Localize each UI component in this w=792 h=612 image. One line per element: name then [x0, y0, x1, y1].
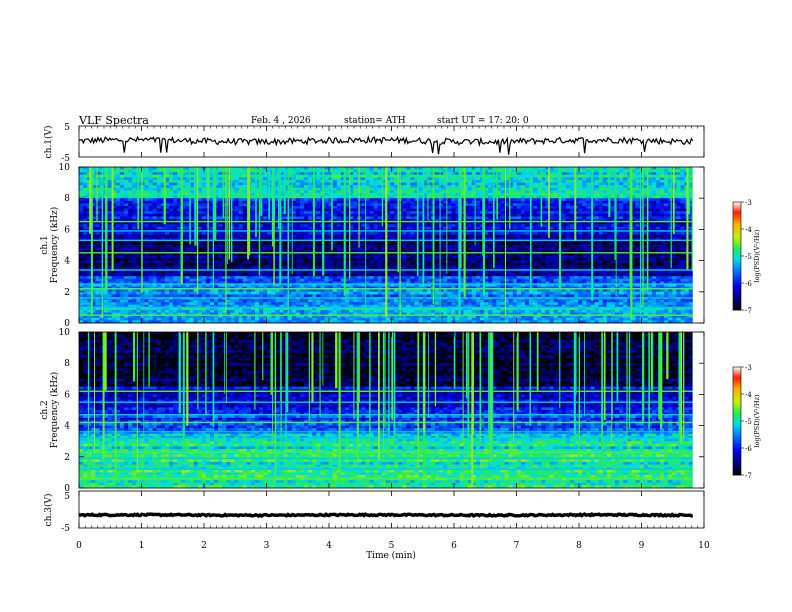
time-tick-label: 1 [139, 541, 145, 551]
ch1-colorbar: -3 -4 -5 -6 -7 log(PSD)(V²/Hz) [732, 199, 761, 315]
time-tick-label: 6 [451, 541, 457, 551]
time-axis-label: Time (min) [366, 550, 416, 561]
freq-tick-label: 2 [64, 288, 70, 298]
time-tick-label: 5 [389, 541, 395, 551]
ch1-spectrogram-image [79, 167, 704, 324]
freq-tick-label: 2 [64, 453, 70, 463]
time-tick-label: 7 [514, 541, 520, 551]
ch2-freq-ylabel-line1: ch.2 [40, 400, 50, 419]
freq-tick-label: 8 [64, 359, 70, 369]
ch1-ytick-top: 5 [64, 123, 70, 133]
ch1-spectrogram-panel: 0 2 4 6 8 10 ch.1 Frequency (kHz) [40, 163, 705, 329]
ch3-ytick-bottom: -5 [61, 524, 70, 534]
ch2-spectrogram-image [79, 332, 704, 489]
figure-title: VLF Spectra [78, 114, 149, 127]
time-tick-label: 9 [639, 541, 645, 551]
ch1-timeseries-panel: 5 -5 ch.1(V) [43, 123, 705, 164]
colorbar-label: log(PSD)(V²/Hz) [753, 394, 761, 447]
time-axis: 0 1 2 3 4 5 6 7 8 9 10 [76, 126, 710, 551]
ch2-freq-ylabel-line2: Frequency (kHz) [49, 372, 60, 449]
time-tick-label: 10 [698, 541, 710, 551]
ch3-voltage-trace [78, 512, 694, 518]
ch1-freq-ylabel-line1: ch.1 [40, 235, 50, 254]
colorbar-tick-label: -6 [745, 445, 752, 453]
ch3-timeseries-panel: 5 -5 ch.3(V) [43, 490, 705, 534]
freq-tick-label: 10 [59, 163, 71, 173]
colorbar-tick-label: -5 [745, 253, 752, 261]
freq-tick-label: 0 [64, 319, 70, 329]
colorbar-tick-label: -7 [745, 307, 752, 315]
ch3-ylabel: ch.3(V) [43, 494, 54, 527]
freq-tick-label: 10 [59, 328, 71, 338]
time-tick-label: 0 [76, 541, 82, 551]
colorbar-tick-label: -5 [745, 418, 752, 426]
colorbar-label: log(PSD)(V²/Hz) [753, 229, 761, 282]
freq-tick-label: 8 [64, 194, 70, 204]
date-label: Feb. 4 , 2026 [251, 116, 311, 126]
time-tick-label: 4 [326, 541, 332, 551]
colorbar-tick-label: -3 [745, 199, 752, 207]
time-tick-label: 2 [201, 541, 207, 551]
freq-tick-label: 6 [64, 390, 70, 400]
ch2-colorbar: -3 -4 -5 -6 -7 log(PSD)(V²/Hz) [732, 364, 761, 480]
colorbar-tick-label: -3 [745, 364, 752, 372]
ch1-freq-ylabel-line2: Frequency (kHz) [49, 207, 60, 284]
ch2-spectrogram-panel: 0 2 4 6 8 10 ch.2 Frequency (kHz) [40, 328, 705, 494]
ch1-ylabel: ch.1(V) [43, 126, 54, 159]
time-tick-label: 8 [576, 541, 582, 551]
colorbar-tick-label: -4 [745, 391, 752, 399]
ch3-ytick-top: 5 [64, 492, 70, 502]
ch1-ytick-bottom: -5 [61, 154, 70, 164]
freq-tick-label: 4 [64, 257, 70, 267]
time-tick-label: 3 [264, 541, 270, 551]
colorbar-tick-label: -4 [745, 226, 752, 234]
colorbar-tick-label: -7 [745, 472, 752, 480]
freq-tick-label: 0 [64, 484, 70, 494]
start-time-label: start UT = 17: 20: 0 [437, 116, 529, 126]
freq-tick-label: 4 [64, 422, 70, 432]
colorbar-tick-label: -6 [745, 280, 752, 288]
ch1-voltage-trace [78, 135, 694, 155]
freq-tick-label: 6 [64, 225, 70, 235]
station-label: station= ATH [344, 116, 406, 126]
